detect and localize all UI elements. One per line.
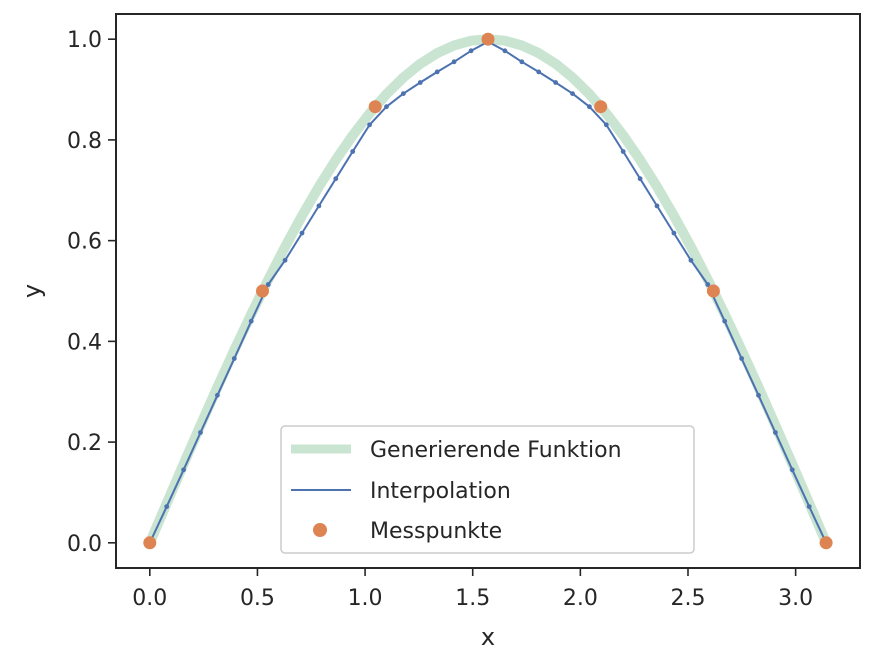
x-tick-label: 1.5 — [455, 586, 490, 611]
plot-frame — [115, 13, 861, 569]
interpolation-point — [756, 392, 761, 398]
plot-area — [143, 32, 833, 550]
interpolation-point — [654, 203, 660, 209]
interpolation-point — [401, 91, 406, 96]
x-tick-label: 0.5 — [240, 586, 275, 611]
interpolation-point — [417, 80, 423, 85]
interpolation-point — [164, 504, 170, 509]
interpolation-point — [265, 282, 271, 287]
interpolation-point — [688, 257, 694, 263]
interpolation-point — [536, 69, 542, 75]
x-tick-label: 2.5 — [670, 586, 705, 611]
legend-swatch-messpunkte — [313, 523, 327, 537]
interpolation-point — [299, 230, 305, 236]
interpolation-point — [215, 392, 220, 398]
interpolation-point — [603, 122, 609, 128]
interpolation-point — [570, 91, 575, 96]
interpolation-point — [553, 80, 558, 85]
interpolation-point — [587, 104, 592, 110]
legend-label-interpolation: Interpolation — [370, 479, 511, 504]
x-tick-label: 0.0 — [132, 586, 167, 611]
interpolation-point — [705, 282, 711, 287]
interpolation-point — [434, 69, 440, 75]
measurement-point — [819, 536, 833, 550]
measurement-point — [706, 284, 720, 298]
y-tick-label: 0.2 — [67, 431, 102, 456]
interpolation-point — [519, 59, 525, 65]
interpolation-point — [231, 356, 237, 361]
interpolation-point — [248, 318, 254, 324]
interpolation-point — [502, 48, 508, 54]
interpolation-point — [367, 122, 372, 128]
measurement-point — [143, 536, 157, 550]
x-tick-label: 1.0 — [348, 586, 383, 611]
measurement-point — [368, 100, 382, 114]
legend-label-messpunkte: Messpunkte — [370, 519, 502, 544]
x-tick-label: 2.0 — [563, 586, 598, 611]
interpolation-point — [468, 48, 474, 54]
legend-box — [280, 425, 695, 554]
x-tick-label: 3.0 — [778, 586, 813, 611]
interpolation-point — [773, 430, 778, 435]
y-tick-label: 0.0 — [67, 532, 102, 557]
measurement-point — [256, 284, 269, 298]
interpolation-point — [282, 257, 288, 263]
interpolation-point — [333, 176, 339, 182]
y-tick-label: 1.0 — [67, 28, 102, 53]
interpolation-point — [789, 467, 795, 473]
interpolation-point — [671, 230, 677, 236]
y-axis-label: y — [18, 284, 46, 298]
legend-label-generierende-funktion: Generierende Funktion — [370, 438, 622, 463]
interpolation-point — [451, 59, 457, 65]
interpolation-point — [316, 203, 322, 209]
y-tick-label: 0.6 — [67, 230, 102, 255]
interpolation-point — [620, 149, 626, 154]
measurement-point — [594, 100, 608, 114]
interpolation-point — [181, 467, 187, 473]
y-tick-label: 0.8 — [67, 129, 102, 154]
interpolation-point — [637, 176, 643, 182]
interpolation-point — [384, 104, 389, 110]
y-tick-label: 0.4 — [67, 330, 102, 355]
interpolation-point — [722, 318, 728, 324]
interpolation-point — [806, 504, 812, 509]
interpolation-point — [198, 430, 203, 435]
legend: Generierende Funktion Interpolation Mess… — [280, 425, 695, 554]
interpolation-point — [350, 149, 356, 154]
measurement-point — [481, 32, 495, 46]
x-axis-label: x — [481, 623, 495, 651]
interpolation-point — [739, 356, 744, 361]
axes: 0.0 0.5 1.0 1.5 2.0 2.5 3.0 0.0 0.2 0.4 0.6 0.8 1.0 — [67, 28, 813, 611]
